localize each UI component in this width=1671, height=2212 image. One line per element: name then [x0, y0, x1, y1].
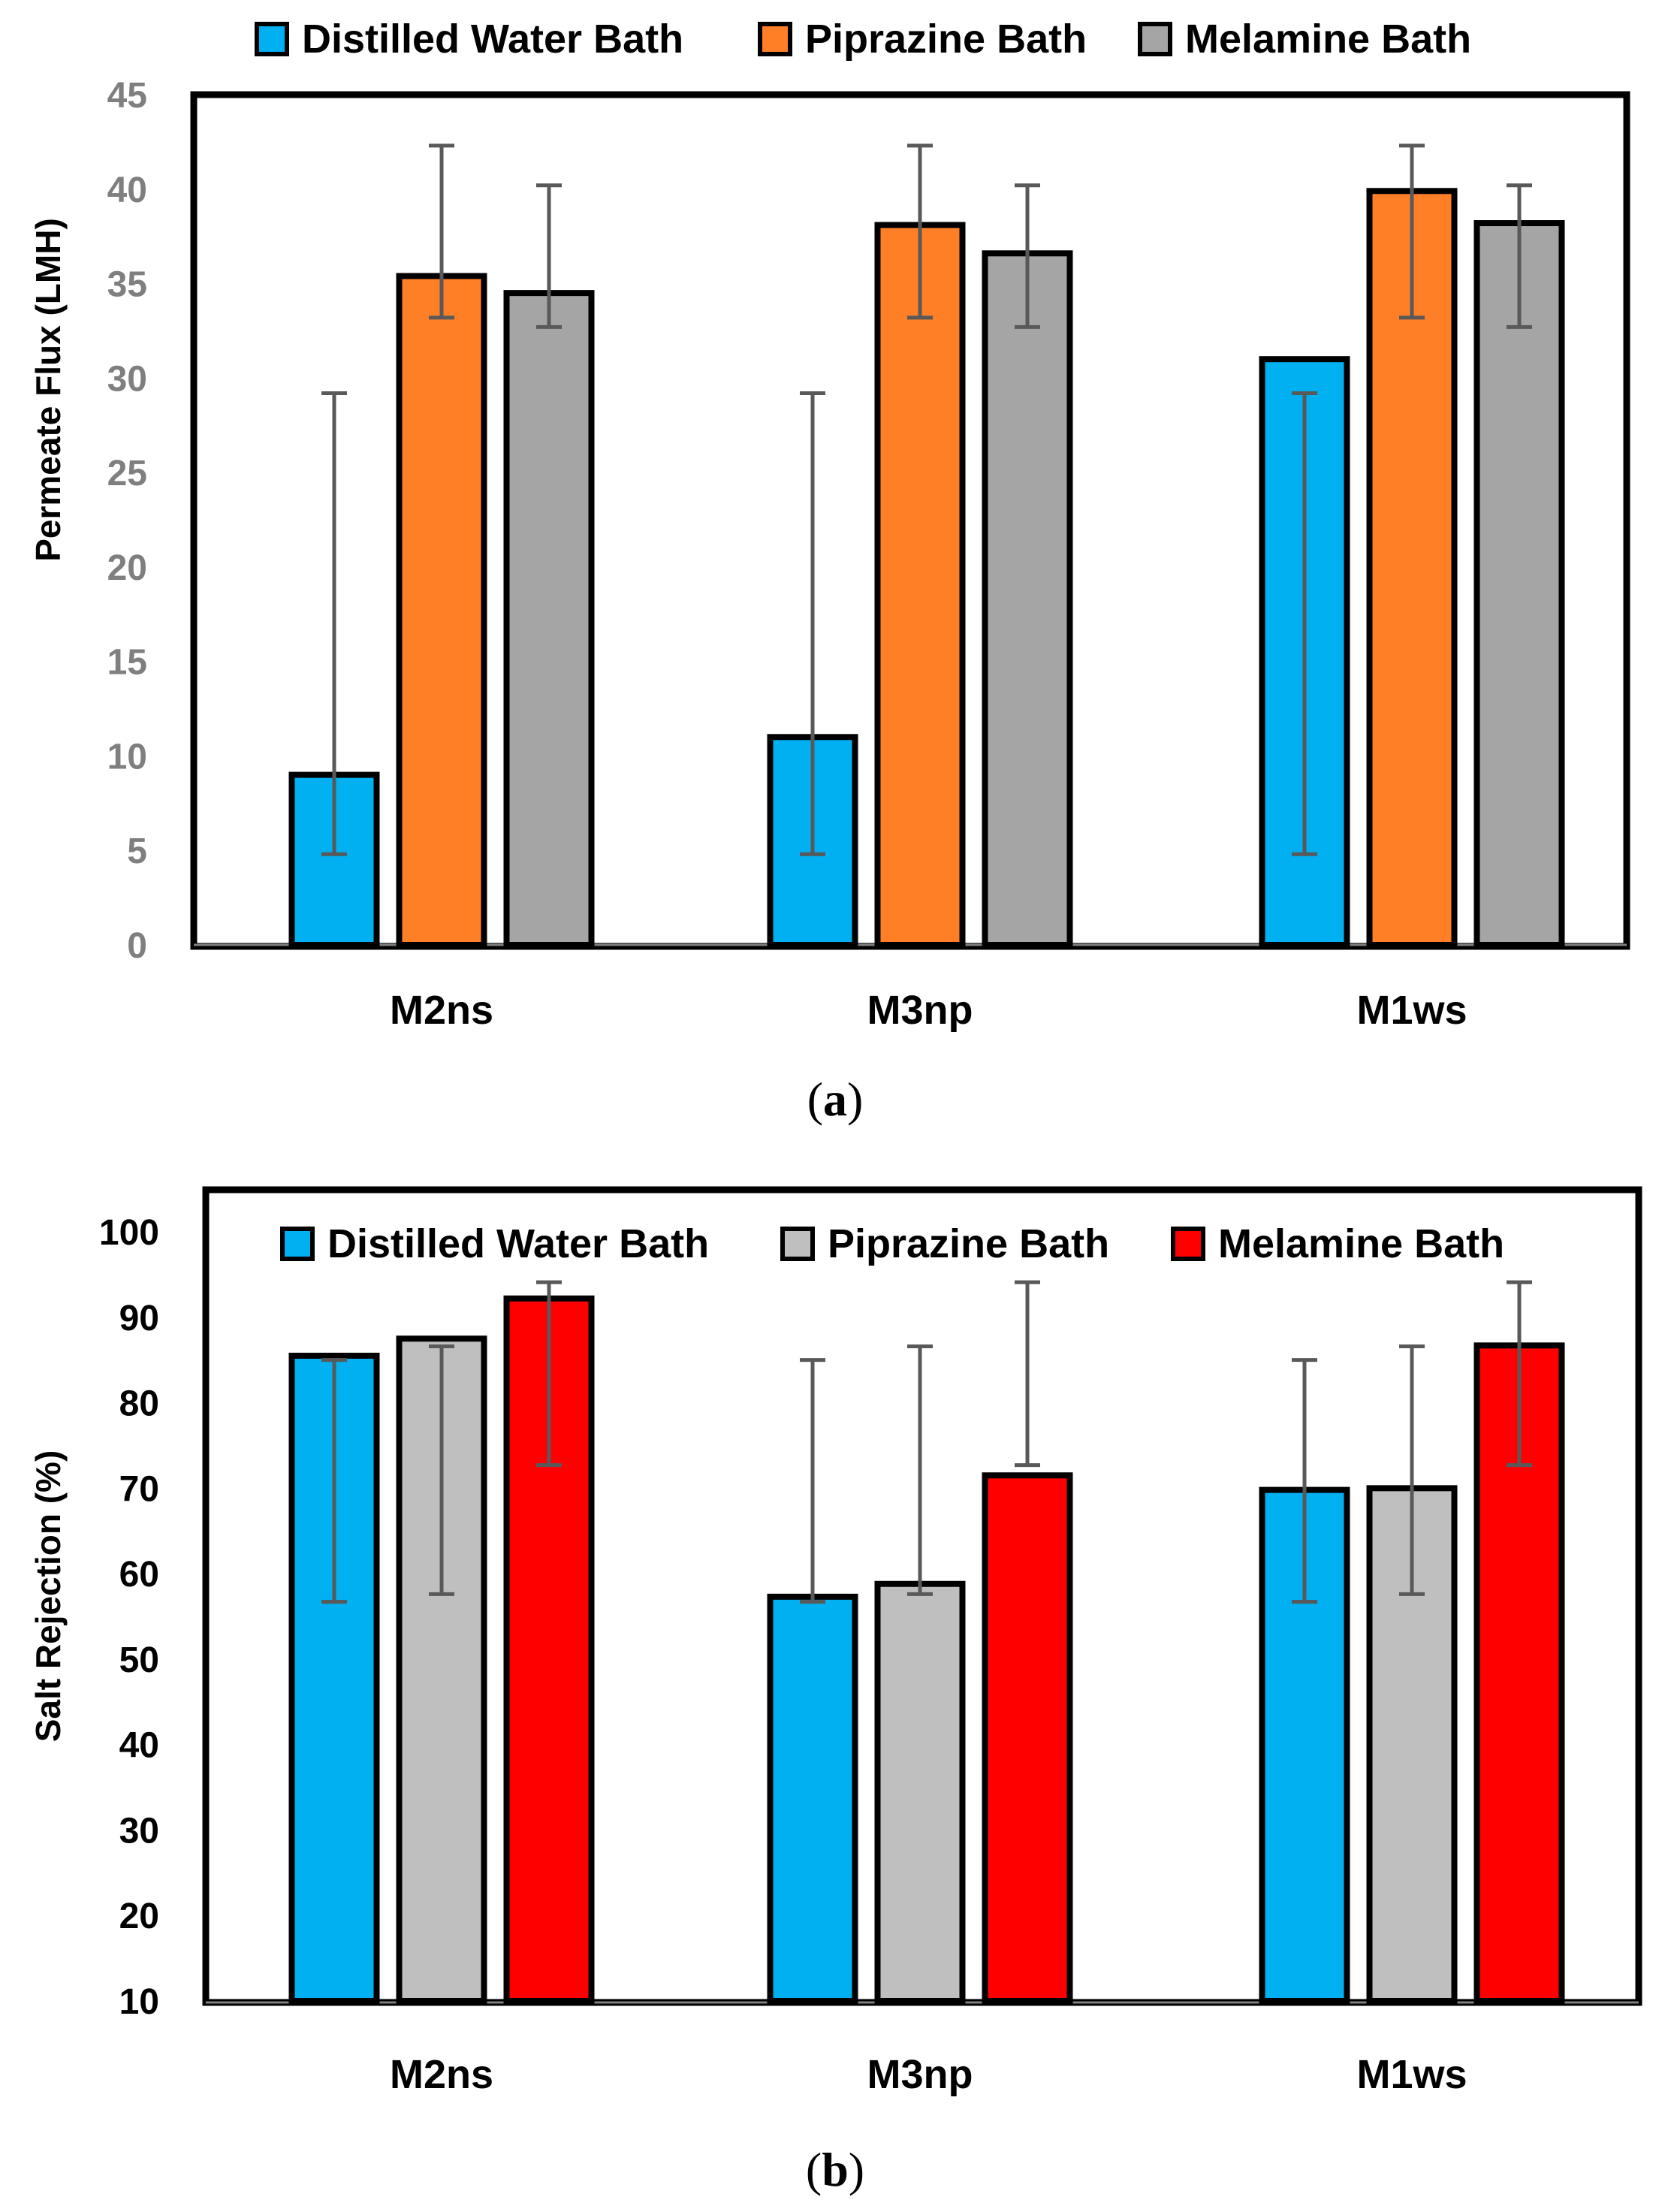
panel-label: (b) — [806, 2143, 864, 2196]
y-tick-label: 50 — [119, 1640, 159, 1680]
legend-label: Piprazine Bath — [805, 17, 1087, 62]
bar — [874, 1580, 966, 2004]
bar — [503, 290, 595, 948]
legend-label: Melamine Bath — [1218, 1221, 1504, 1266]
y-tick-label: 25 — [107, 454, 147, 493]
legend-swatch — [1171, 1227, 1205, 1261]
chart-panel-a: 0 5 10 15 20 25 30 35 40 45 Permeate Flux (LMH) M2n… — [29, 17, 1630, 1126]
bar — [1366, 1485, 1458, 2005]
legend-label: Distilled Water Bath — [302, 17, 683, 62]
legend-label: Distilled Water Bath — [327, 1221, 709, 1266]
y-tick-label: 80 — [119, 1384, 159, 1424]
y-axis-title: Salt Rejection (%) — [29, 1450, 68, 1743]
y-tick-label: 15 — [107, 643, 147, 683]
y-tick-label: 0 — [127, 926, 147, 966]
y-tick-label: 30 — [107, 359, 147, 399]
bar — [982, 1472, 1073, 2005]
category-label: M2ns — [390, 2052, 493, 2097]
y-tick-label: 20 — [107, 548, 147, 588]
bar — [288, 1352, 380, 2004]
y-tick-label: 70 — [119, 1469, 159, 1509]
y-tick-label: 40 — [119, 1726, 159, 1766]
category-label: M1ws — [1356, 988, 1467, 1033]
category-label: M3np — [867, 2052, 973, 2097]
y-tick-label: 10 — [107, 737, 147, 777]
legend-swatch — [255, 22, 289, 56]
bar — [1473, 220, 1565, 948]
y-tick-label: 100 — [99, 1213, 159, 1253]
y-tick-label: 60 — [119, 1555, 159, 1595]
y-tick-label: 10 — [119, 1982, 159, 2022]
category-label: M2ns — [390, 988, 493, 1033]
bar — [874, 222, 966, 949]
bar — [982, 250, 1073, 949]
legend-swatch — [758, 22, 792, 56]
bar — [396, 273, 487, 948]
legend-label: Piprazine Bath — [828, 1221, 1109, 1266]
panel-label: (a) — [807, 1073, 864, 1126]
category-label: M1ws — [1356, 2052, 1467, 2097]
y-tick-label: 30 — [119, 1811, 159, 1851]
legend-swatch — [280, 1227, 315, 1261]
y-axis-title: Permeate Flux (LMH) — [29, 218, 68, 562]
legend-label: Melamine Bath — [1185, 17, 1471, 62]
y-tick-label: 45 — [107, 76, 147, 116]
legend-swatch — [780, 1227, 815, 1261]
legend-swatch — [1138, 22, 1172, 56]
y-tick-label: 40 — [107, 171, 147, 210]
y-tick-label: 20 — [119, 1897, 159, 1936]
category-label: M3np — [867, 988, 973, 1033]
y-tick-label: 35 — [107, 265, 147, 305]
y-tick-label: 90 — [119, 1299, 159, 1338]
chart-panel-b: 10 20 30 40 50 60 70 80 90 100 Salt Rejection (%) M… — [29, 1186, 1642, 2196]
bar — [767, 1593, 858, 2004]
y-tick-label: 5 — [127, 831, 147, 871]
